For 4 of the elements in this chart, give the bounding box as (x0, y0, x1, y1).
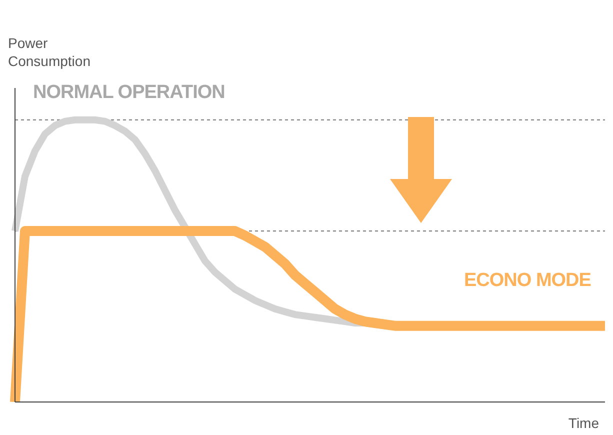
y-axis-title: Power Consumption (8, 34, 92, 70)
series-label: NORMAL OPERATION (33, 82, 225, 104)
series-label: ECONO MODE (464, 270, 591, 292)
x-axis-title: Time (568, 415, 599, 431)
